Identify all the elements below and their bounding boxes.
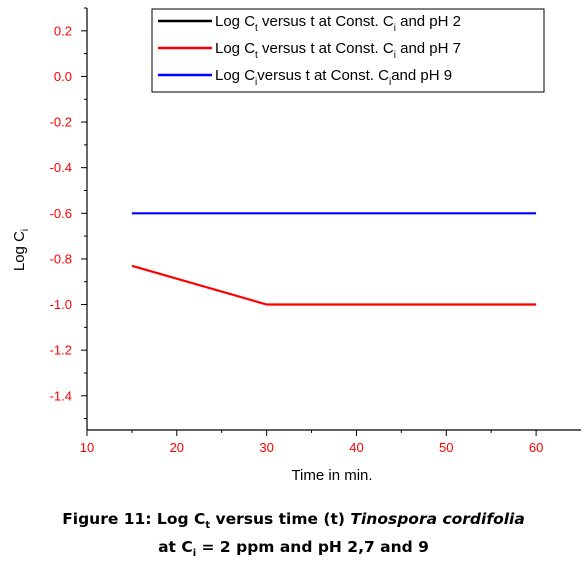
legend-box <box>151 8 545 93</box>
axes: 10 20 30 40 50 60 0.2 0.0 -0.2 -0.4 -0.6 -0.8 -1.0 -1… <box>50 7 581 455</box>
caption-line2-suffix: = 2 ppm and pH 2,7 and 9 <box>196 538 429 556</box>
caption-subscript-i: i <box>192 548 197 560</box>
caption-prefix: Figure 11: Log C <box>62 510 206 528</box>
y-tick-label: -1.2 <box>50 343 72 358</box>
y-tick-label: -1.4 <box>50 388 72 403</box>
legend: Log Ct versus t at Const. Ci and pH 2 Log… <box>151 8 545 93</box>
y-tick-label: -0.2 <box>50 115 72 130</box>
y-tick-label: 0.0 <box>54 69 72 84</box>
y-tick-label: -0.4 <box>50 160 72 175</box>
y-tick-label: 0.2 <box>54 23 72 38</box>
series-lines <box>131 212 537 306</box>
x-tick-label: 50 <box>439 440 453 455</box>
x-tick-label: 10 <box>80 440 94 455</box>
y-axis-title: Log Ci <box>11 229 31 271</box>
caption-line2-prefix: at C <box>158 538 193 556</box>
y-axis-title-main: Log C <box>11 231 28 271</box>
y-tick-label: -0.6 <box>50 206 72 221</box>
legend-label-1: Log Ct versus t at Const. Ci and pH 2 <box>215 13 461 34</box>
x-tick-label: 30 <box>259 440 273 455</box>
y-tick-label: -1.0 <box>50 297 72 312</box>
legend-label-3: Log Civersus t at Const. Ciand pH 9 <box>215 67 452 88</box>
caption-subscript-t: t <box>205 520 211 532</box>
figure-caption-line2: at Ci = 2 ppm and pH 2,7 and 9 <box>0 538 587 559</box>
series-line-2 <box>131 264 537 306</box>
figure-caption-line1: Figure 11: Log Ct versus time (t) Tinosp… <box>0 510 587 531</box>
x-tick-label: 60 <box>529 440 543 455</box>
y-tick-label: -0.8 <box>50 251 72 266</box>
x-tick-label: 40 <box>349 440 363 455</box>
x-axis-title: Time in min. <box>291 467 372 484</box>
caption-species: Tinospora cordifolia <box>350 510 525 528</box>
y-axis-title-subscript: i <box>20 229 31 231</box>
caption-middle: versus time (t) <box>210 510 351 528</box>
x-tick-label: 20 <box>170 440 184 455</box>
legend-label-2: Log Ct versus t at Const. Ci and pH 7 <box>215 40 461 61</box>
